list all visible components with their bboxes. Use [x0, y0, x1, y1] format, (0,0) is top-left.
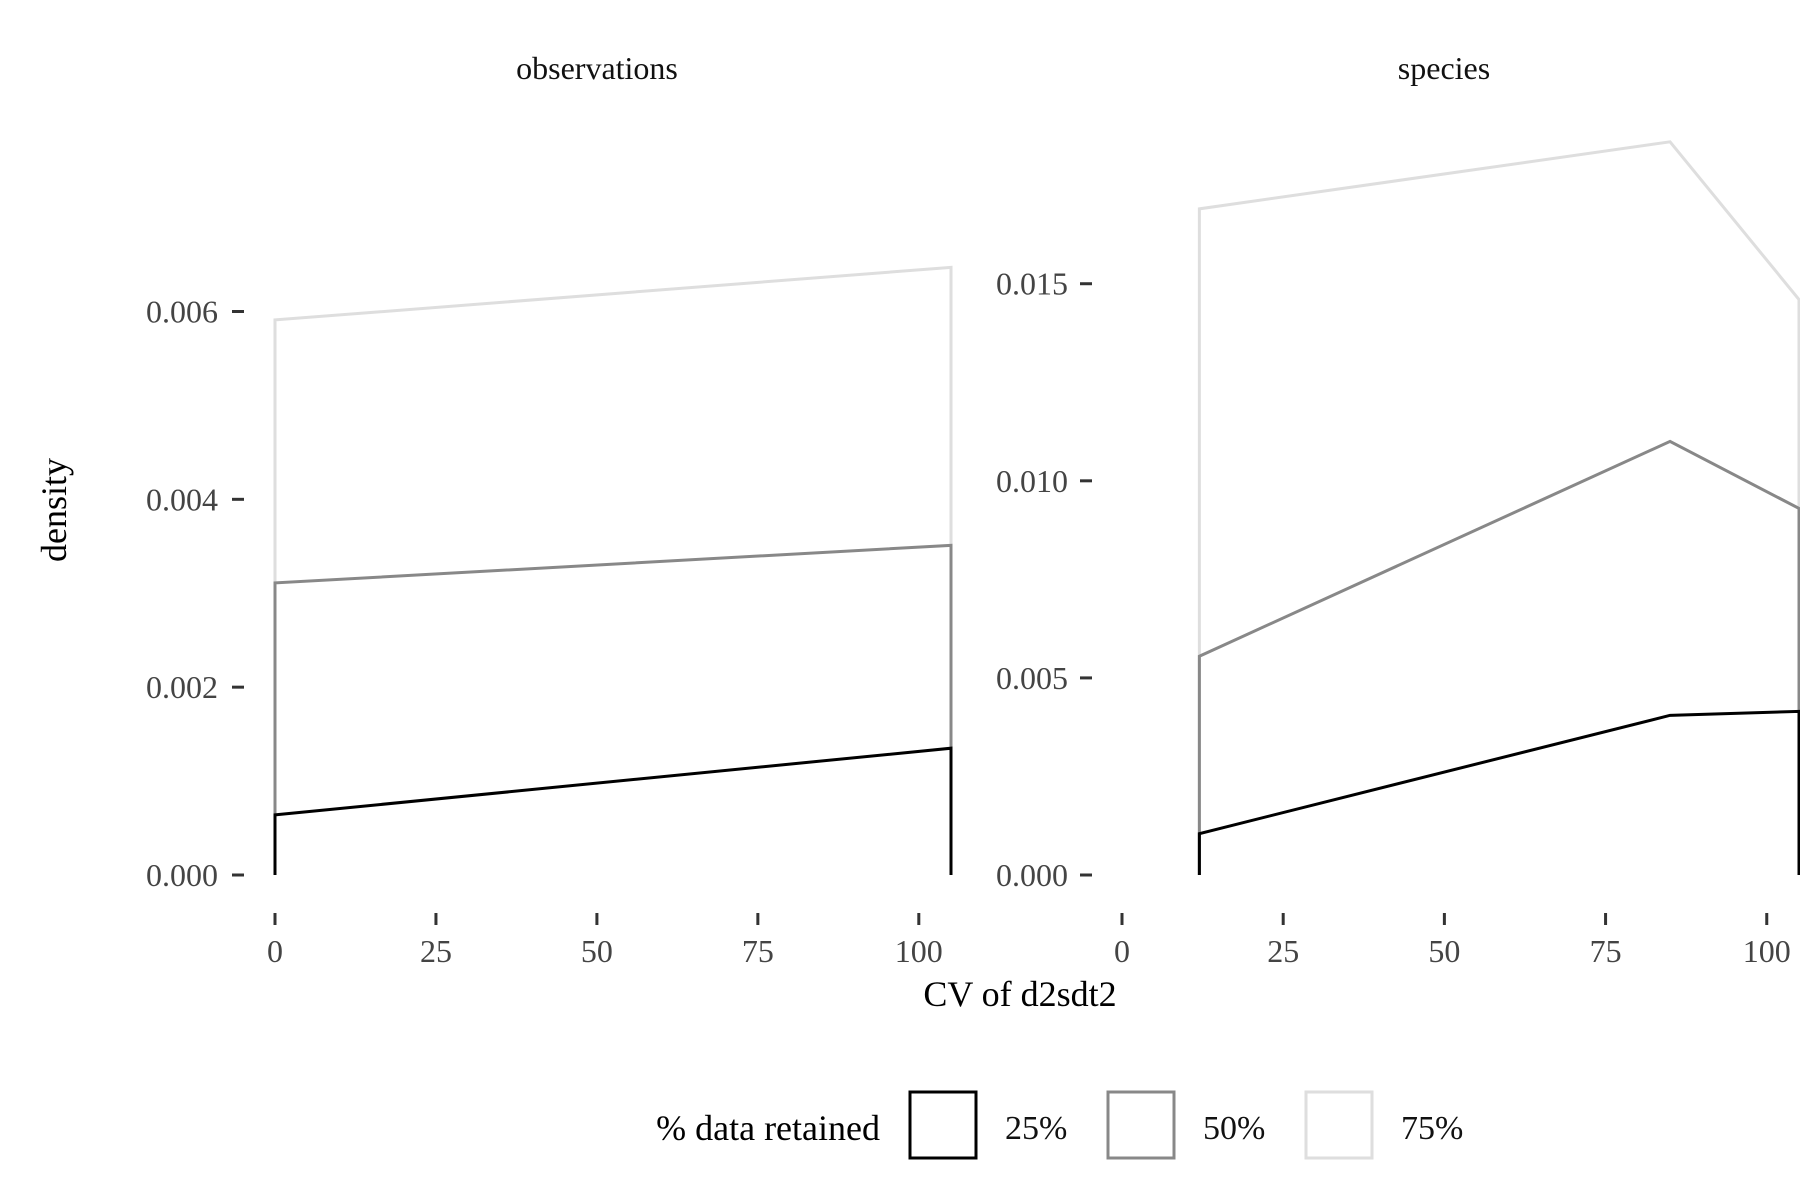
- x-tick-label: 100: [1743, 933, 1791, 969]
- legend: % data retained 25% 50% 75%: [656, 1090, 1463, 1160]
- x-axis-title: CV of d2sdt2: [923, 974, 1116, 1014]
- x-tick-label: 25: [1267, 933, 1299, 969]
- series-75%: [1197, 140, 1800, 875]
- y-tick-label: 0.000: [996, 857, 1068, 893]
- series-25%: [1197, 709, 1800, 875]
- x-tick-label: 0: [1114, 933, 1130, 969]
- legend-key-25%: [908, 1090, 978, 1160]
- panel-title: species: [1398, 50, 1490, 86]
- legend-key-75%: [1304, 1090, 1374, 1160]
- x-tick-label: 50: [1428, 933, 1460, 969]
- panel-observations: observations 0.000 0.002 0.004 0.006 0 25 50 75 1…: [146, 50, 953, 969]
- legend-label: 25%: [1005, 1110, 1067, 1147]
- y-tick-label: 0.002: [146, 669, 218, 705]
- series-50%: [273, 543, 953, 875]
- y-tick-label: 0.010: [996, 463, 1068, 499]
- x-tick-label: 25: [420, 933, 452, 969]
- x-tick-label: 100: [895, 933, 943, 969]
- x-tick-label: 50: [581, 933, 613, 969]
- legend-key-50%: [1106, 1090, 1176, 1160]
- legend-title: % data retained: [656, 1108, 880, 1148]
- y-tick-label: 0.004: [146, 481, 218, 517]
- x-tick-label: 75: [742, 933, 774, 969]
- y-tick-label: 0.006: [146, 293, 218, 329]
- x-tick-label: 0: [267, 933, 283, 969]
- y-tick-label: 0.000: [146, 857, 218, 893]
- series-50%: [1197, 439, 1800, 875]
- y-tick-label: 0.005: [996, 660, 1068, 696]
- series-75%: [273, 265, 953, 875]
- y-tick-label: 0.015: [996, 266, 1068, 302]
- panel-species: species 0.000 0.005 0.010 0.015 0 25 50 75 100: [996, 50, 1800, 969]
- y-axis-title: density: [34, 458, 74, 562]
- legend-label: 75%: [1401, 1110, 1463, 1147]
- legend-label: 50%: [1203, 1110, 1265, 1147]
- x-tick-label: 75: [1590, 933, 1622, 969]
- panels: observations 0.000 0.002 0.004 0.006 0 25 50 75 1…: [146, 50, 1800, 969]
- panel-title: observations: [516, 50, 678, 86]
- series-25%: [273, 746, 953, 875]
